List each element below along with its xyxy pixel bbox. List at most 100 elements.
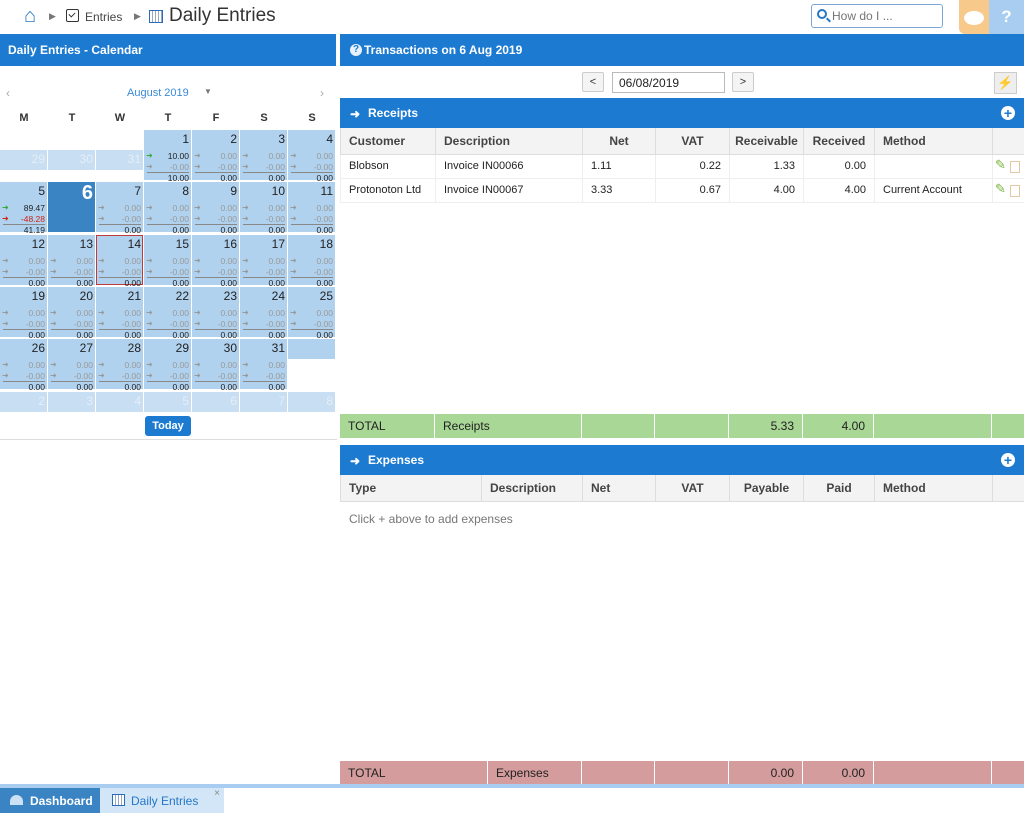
calendar-day[interactable]: 14 ➜ 0.00 ➜ -0.00 0.00 [96,235,143,288]
breadcrumb-entries[interactable]: Entries [85,10,123,24]
calendar-day[interactable]: 30 ➜ 0.00 ➜ -0.00 0.00 [192,339,239,392]
calendar-day-other-month[interactable]: 29 [0,150,47,170]
calendar-day[interactable]: 1 ➜ 10.00 ➜ -0.00 10.00 [144,130,191,183]
calendar-day[interactable]: 24 ➜ 0.00 ➜ -0.00 0.00 [240,287,287,340]
today-button[interactable]: Today [145,416,191,436]
tab-daily-entries[interactable]: Daily Entries × [100,788,224,813]
chat-bubble-icon [964,11,984,25]
add-expense-button[interactable]: + [1001,453,1015,467]
day-number: 31 [127,152,141,166]
calendar-day[interactable]: 15 ➜ 0.00 ➜ -0.00 0.00 [144,235,191,288]
calendar-day[interactable]: 27 ➜ 0.00 ➜ -0.00 0.00 [48,339,95,392]
table-row[interactable]: Protonoton Ltd Invoice IN00067 3.33 0.67 4.0… [340,177,1024,203]
column-header[interactable]: Net [582,475,656,502]
calendar-day[interactable]: 7 ➜ 0.00 ➜ -0.00 0.00 [96,182,143,235]
day-expense: ➜ -0.00 [98,371,141,381]
calendar-day-other-month[interactable]: 31 [96,150,143,170]
income-arrow-icon: ➜ [50,360,57,369]
calendar-day-other-month[interactable]: 7 [240,392,287,412]
calendar-day[interactable]: 12 ➜ 0.00 ➜ -0.00 0.00 [0,235,47,288]
income-value: 0.00 [76,256,93,266]
calendar-day[interactable]: 31 ➜ 0.00 ➜ -0.00 0.00 [240,339,287,392]
calendar-day[interactable]: 4 ➜ 0.00 ➜ -0.00 0.00 [288,130,335,183]
date-input[interactable] [612,72,725,93]
prev-date-button[interactable]: < [582,72,604,92]
next-date-button[interactable]: > [732,72,754,92]
notes-icon[interactable] [1010,160,1020,173]
income-value: 0.00 [316,308,333,318]
chevron-down-icon[interactable]: ▼ [204,87,212,96]
column-header[interactable]: Payable [729,475,804,502]
tab-dashboard[interactable]: Dashboard [0,788,100,813]
quick-action-icon[interactable]: ⚡ [994,72,1017,94]
edit-pencil-icon[interactable]: ✎ [995,181,1006,197]
column-header[interactable]: Method [874,128,993,155]
search-box[interactable] [811,4,943,28]
income-value: 0.00 [316,203,333,213]
income-arrow-icon: ➜ [290,203,297,212]
edit-pencil-icon[interactable]: ✎ [995,157,1006,173]
calendar-day[interactable]: 28 ➜ 0.00 ➜ -0.00 0.00 [96,339,143,392]
income-value: 0.00 [124,256,141,266]
calendar-day[interactable]: 17 ➜ 0.00 ➜ -0.00 0.00 [240,235,287,288]
search-input[interactable] [832,8,937,24]
expense-arrow-icon: ➜ [2,267,9,276]
calendar-day[interactable]: 5 ➜ 89.47 ➜ -48.28 41.19 [0,182,47,235]
column-header[interactable]: Net [582,128,656,155]
notes-icon[interactable] [1010,184,1020,197]
add-receipt-button[interactable]: + [1001,106,1015,120]
close-icon[interactable]: × [214,788,220,799]
calendar-day-other-month[interactable]: 3 [48,392,95,412]
calendar-day-other-month[interactable]: 8 [288,392,335,412]
column-header[interactable]: Customer [340,128,436,155]
help-button[interactable]: ? [989,0,1024,34]
calendar-day[interactable]: 8 ➜ 0.00 ➜ -0.00 0.00 [144,182,191,235]
column-header[interactable]: Receivable [729,128,804,155]
day-number: 29 [31,152,45,166]
calendar-day[interactable]: 13 ➜ 0.00 ➜ -0.00 0.00 [48,235,95,288]
calendar-day[interactable]: 29 ➜ 0.00 ➜ -0.00 0.00 [144,339,191,392]
column-header[interactable]: VAT [655,128,730,155]
calendar-day[interactable]: 19 ➜ 0.00 ➜ -0.00 0.00 [0,287,47,340]
chat-button[interactable] [959,0,989,34]
calendar-day[interactable]: 25 ➜ 0.00 ➜ -0.00 0.00 [288,287,335,340]
calendar-day[interactable]: 22 ➜ 0.00 ➜ -0.00 0.00 [144,287,191,340]
calendar-day-other-month[interactable]: 2 [0,392,47,412]
calendar-day[interactable]: 23 ➜ 0.00 ➜ -0.00 0.00 [192,287,239,340]
calendar-day[interactable]: 21 ➜ 0.00 ➜ -0.00 0.00 [96,287,143,340]
calendar-day[interactable]: 2 ➜ 0.00 ➜ -0.00 0.00 [192,130,239,183]
column-header[interactable]: Description [481,475,583,502]
day-income: ➜ 0.00 [98,308,141,318]
column-header[interactable]: Paid [803,475,875,502]
calendar-day[interactable]: 26 ➜ 0.00 ➜ -0.00 0.00 [0,339,47,392]
calendar-day[interactable]: 18 ➜ 0.00 ➜ -0.00 0.00 [288,235,335,288]
column-header[interactable]: Method [874,475,993,502]
table-row[interactable]: Blobson Invoice IN00066 1.11 0.22 1.33 0.00 ✎ [340,153,1024,179]
calendar-day[interactable]: 3 ➜ 0.00 ➜ -0.00 0.00 [240,130,287,183]
next-month-button[interactable]: › [320,86,324,100]
calendar-day[interactable]: 10 ➜ 0.00 ➜ -0.00 0.00 [240,182,287,235]
column-header[interactable]: Description [435,128,583,155]
calendar-day-other-month[interactable]: 5 [144,392,191,412]
day-total: 0.00 [147,224,189,235]
column-header[interactable]: VAT [655,475,730,502]
calendar-day[interactable]: 9 ➜ 0.00 ➜ -0.00 0.00 [192,182,239,235]
calendar-day-other-month[interactable]: 6 [192,392,239,412]
top-bar: ⌂ ▶ Entries ▶ Daily Entries ? [0,0,1024,34]
expense-arrow-icon: ➜ [194,319,201,328]
expense-value: -0.00 [265,214,285,224]
calendar-day[interactable]: 11 ➜ 0.00 ➜ -0.00 0.00 [288,182,335,235]
calendar-day-other-month[interactable]: 30 [48,150,95,170]
calendar-day-other-month[interactable]: 4 [96,392,143,412]
income-value: 0.00 [268,256,285,266]
column-header[interactable]: Received [803,128,875,155]
prev-month-button[interactable]: ‹ [6,86,10,100]
calendar-day[interactable]: 20 ➜ 0.00 ➜ -0.00 0.00 [48,287,95,340]
calendar-day[interactable]: 6 [48,182,95,232]
column-header[interactable]: Type [340,475,482,502]
help-icon[interactable]: ? [350,44,362,56]
calendar-day[interactable]: 16 ➜ 0.00 ➜ -0.00 0.00 [192,235,239,288]
month-selector[interactable]: August 2019 [127,87,189,99]
income-value: 0.00 [220,308,237,318]
home-icon[interactable]: ⌂ [24,5,37,27]
